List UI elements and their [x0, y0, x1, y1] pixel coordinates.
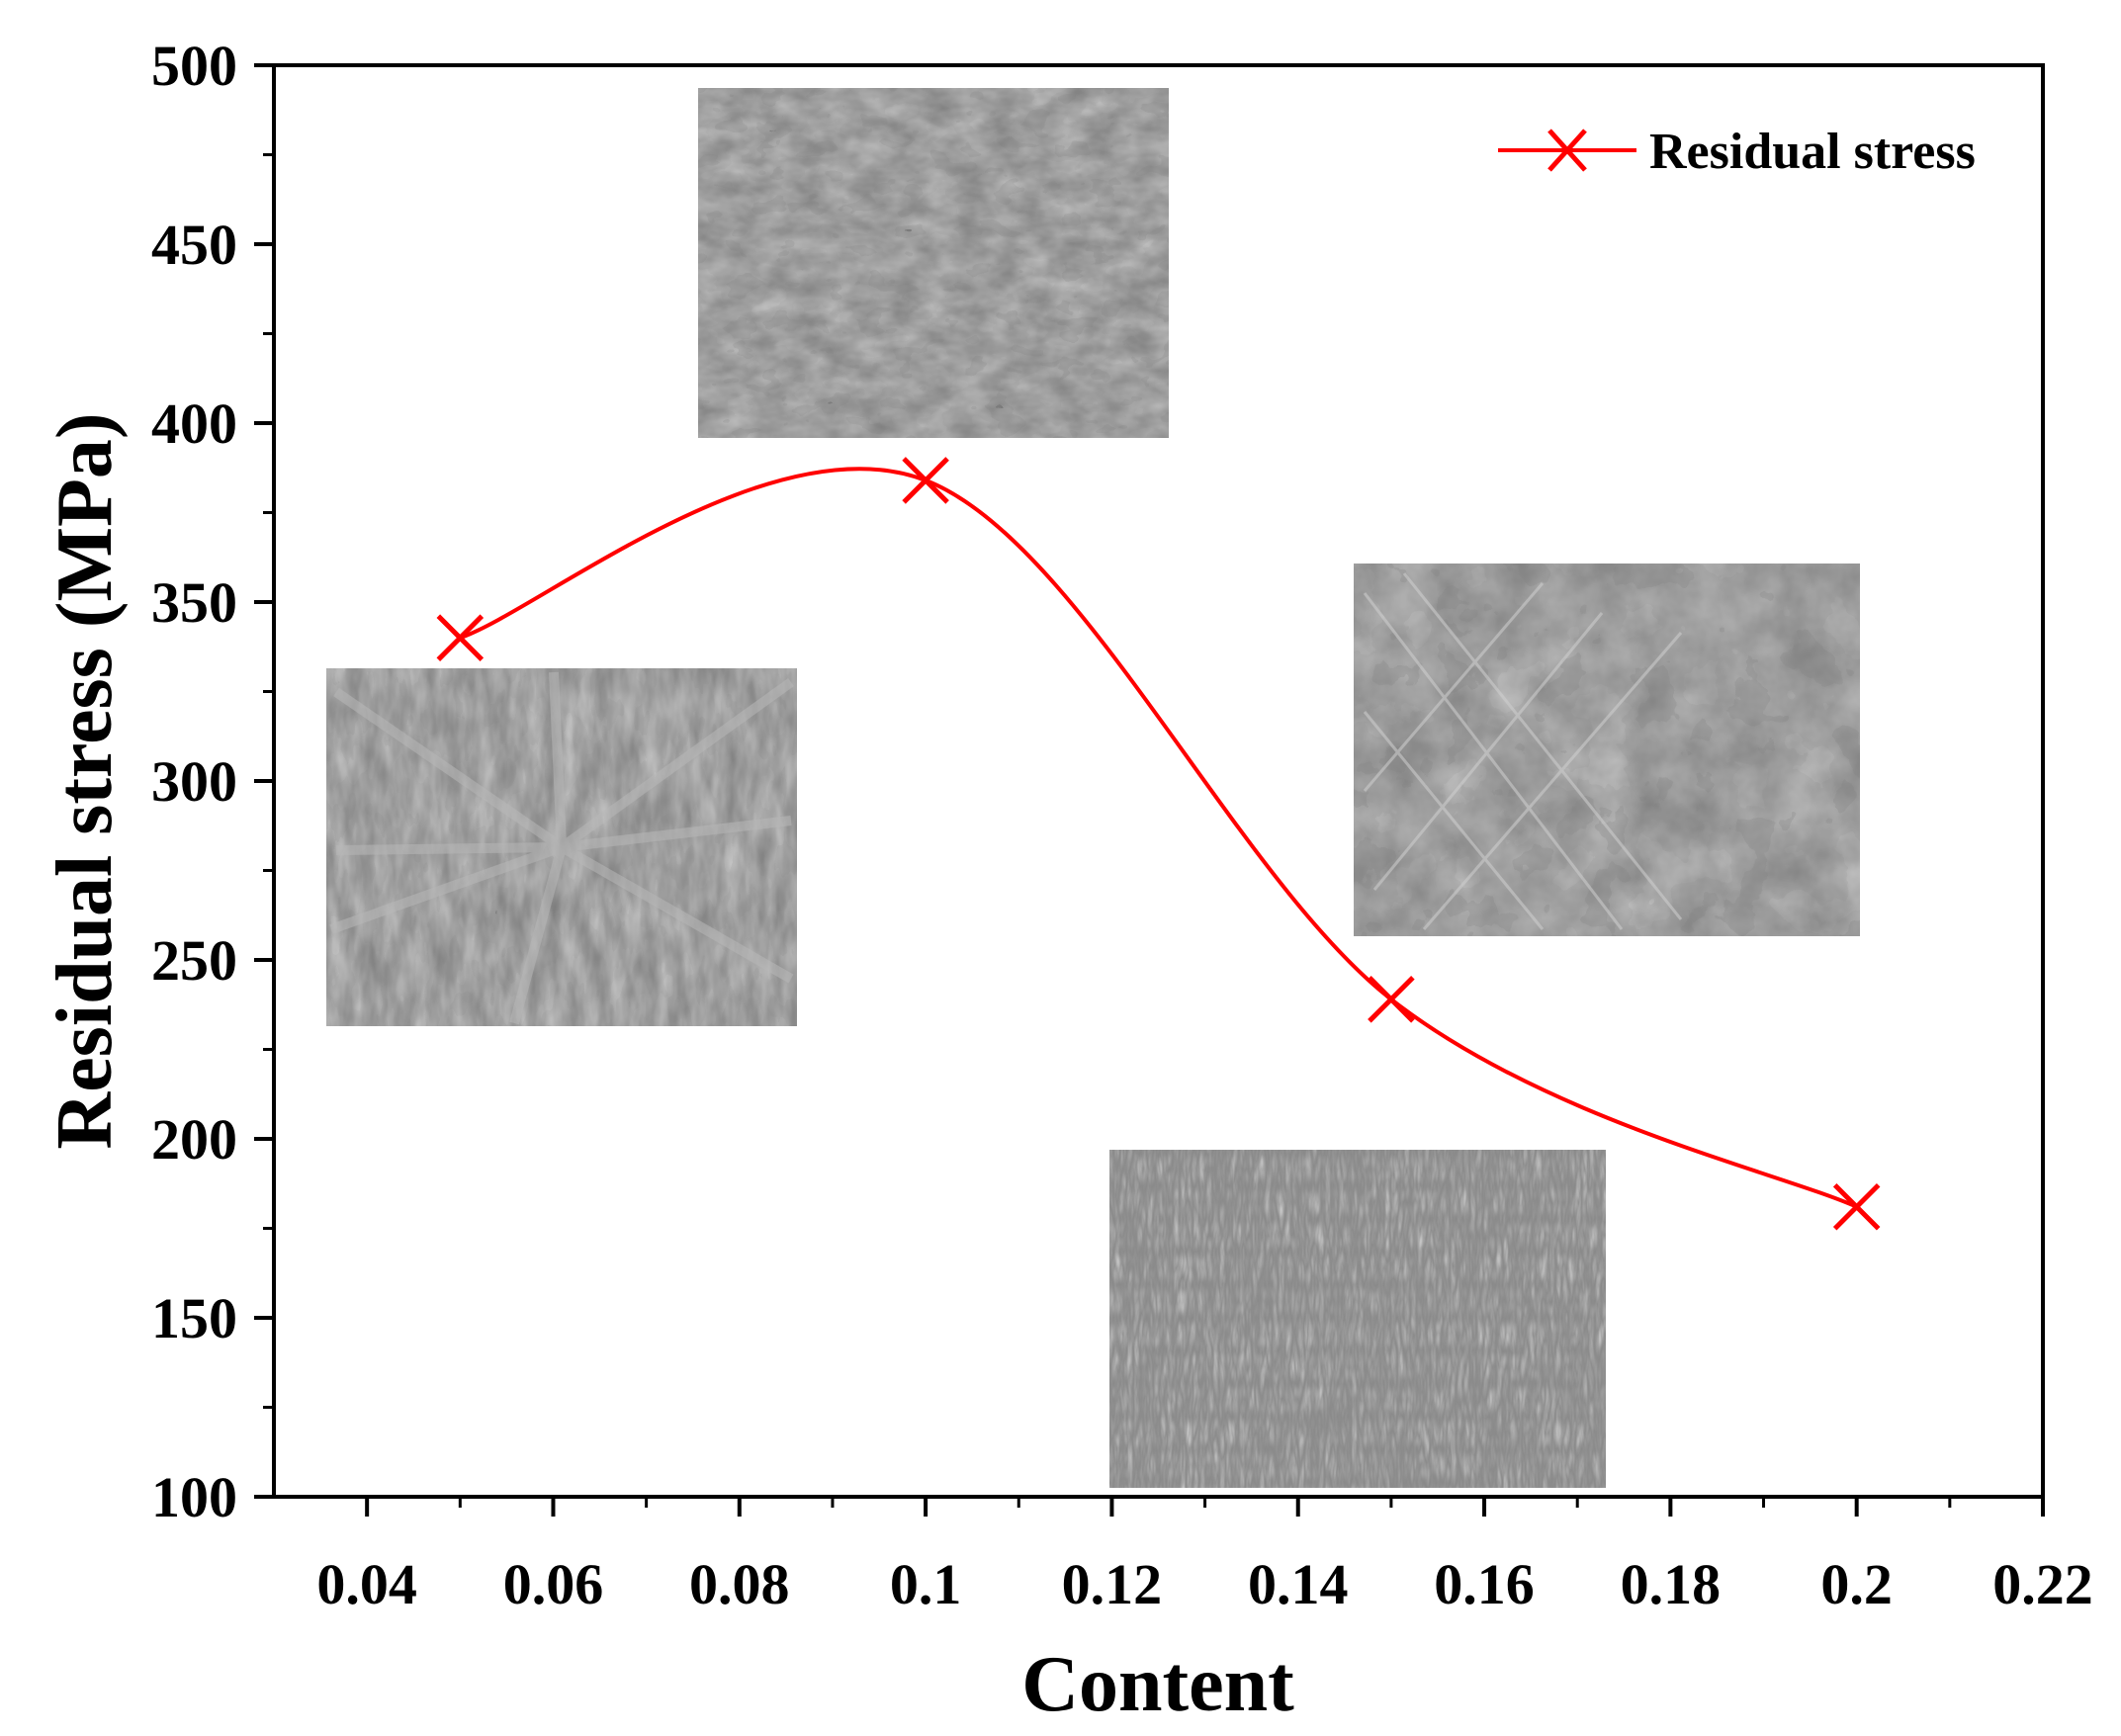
marker-stroke [1368, 976, 1415, 1023]
legend: Residual stress [1498, 124, 1976, 180]
x-tick-label: 0.16 [1434, 1552, 1535, 1616]
x-tick-label: 0.08 [689, 1552, 790, 1616]
x-tick-label: 0.14 [1248, 1552, 1349, 1616]
marker-stroke [902, 457, 949, 504]
x-tick-label: 0.18 [1621, 1552, 1722, 1616]
y-tick-label: 400 [151, 391, 237, 456]
legend-label: Residual stress [1649, 124, 1976, 180]
y-axis-title: Residual stress (MPa) [42, 412, 129, 1149]
data-point-marker [436, 614, 485, 661]
x-tick-label: 0.22 [1992, 1552, 2093, 1616]
data-point-marker [1832, 1183, 1881, 1231]
microstructure-inset-0.1 [698, 88, 1169, 438]
series-layer [436, 457, 1881, 1231]
microstructure-inset-0.15 [1354, 564, 1860, 936]
x-axis-title: Content [1021, 1641, 1294, 1728]
y-tick-label: 250 [151, 928, 237, 993]
y-tick-label: 500 [151, 34, 237, 98]
y-tick-label: 350 [151, 570, 237, 635]
microstructure-inset-0.2 [1109, 1150, 1606, 1488]
data-point-marker [1368, 976, 1415, 1023]
microstructure-inset-0.05 [326, 668, 797, 1026]
inset-images [326, 88, 1860, 1488]
y-tick-label: 100 [151, 1465, 237, 1529]
x-tick-label: 0.2 [1820, 1552, 1893, 1616]
y-tick-label: 300 [151, 749, 237, 814]
marker-stroke [1832, 1183, 1881, 1231]
data-point-marker [902, 457, 949, 504]
x-tick-label: 0.06 [503, 1552, 604, 1616]
x-tick-label: 0.1 [890, 1552, 962, 1616]
legend-marker-x [1547, 129, 1587, 172]
marker-stroke [436, 614, 485, 661]
y-tick-label: 150 [151, 1286, 237, 1350]
y-tick-label: 450 [151, 213, 237, 277]
series-line-0 [459, 467, 1858, 1209]
x-tick-label: 0.12 [1062, 1552, 1163, 1616]
y-tick-label: 200 [151, 1107, 237, 1172]
x-tick-label: 0.04 [316, 1552, 417, 1616]
axes: 0.04 0.06 0.08 0.1 0.12 0.14 0.16 0.18 0.2 0.22 10… [151, 34, 2093, 1616]
